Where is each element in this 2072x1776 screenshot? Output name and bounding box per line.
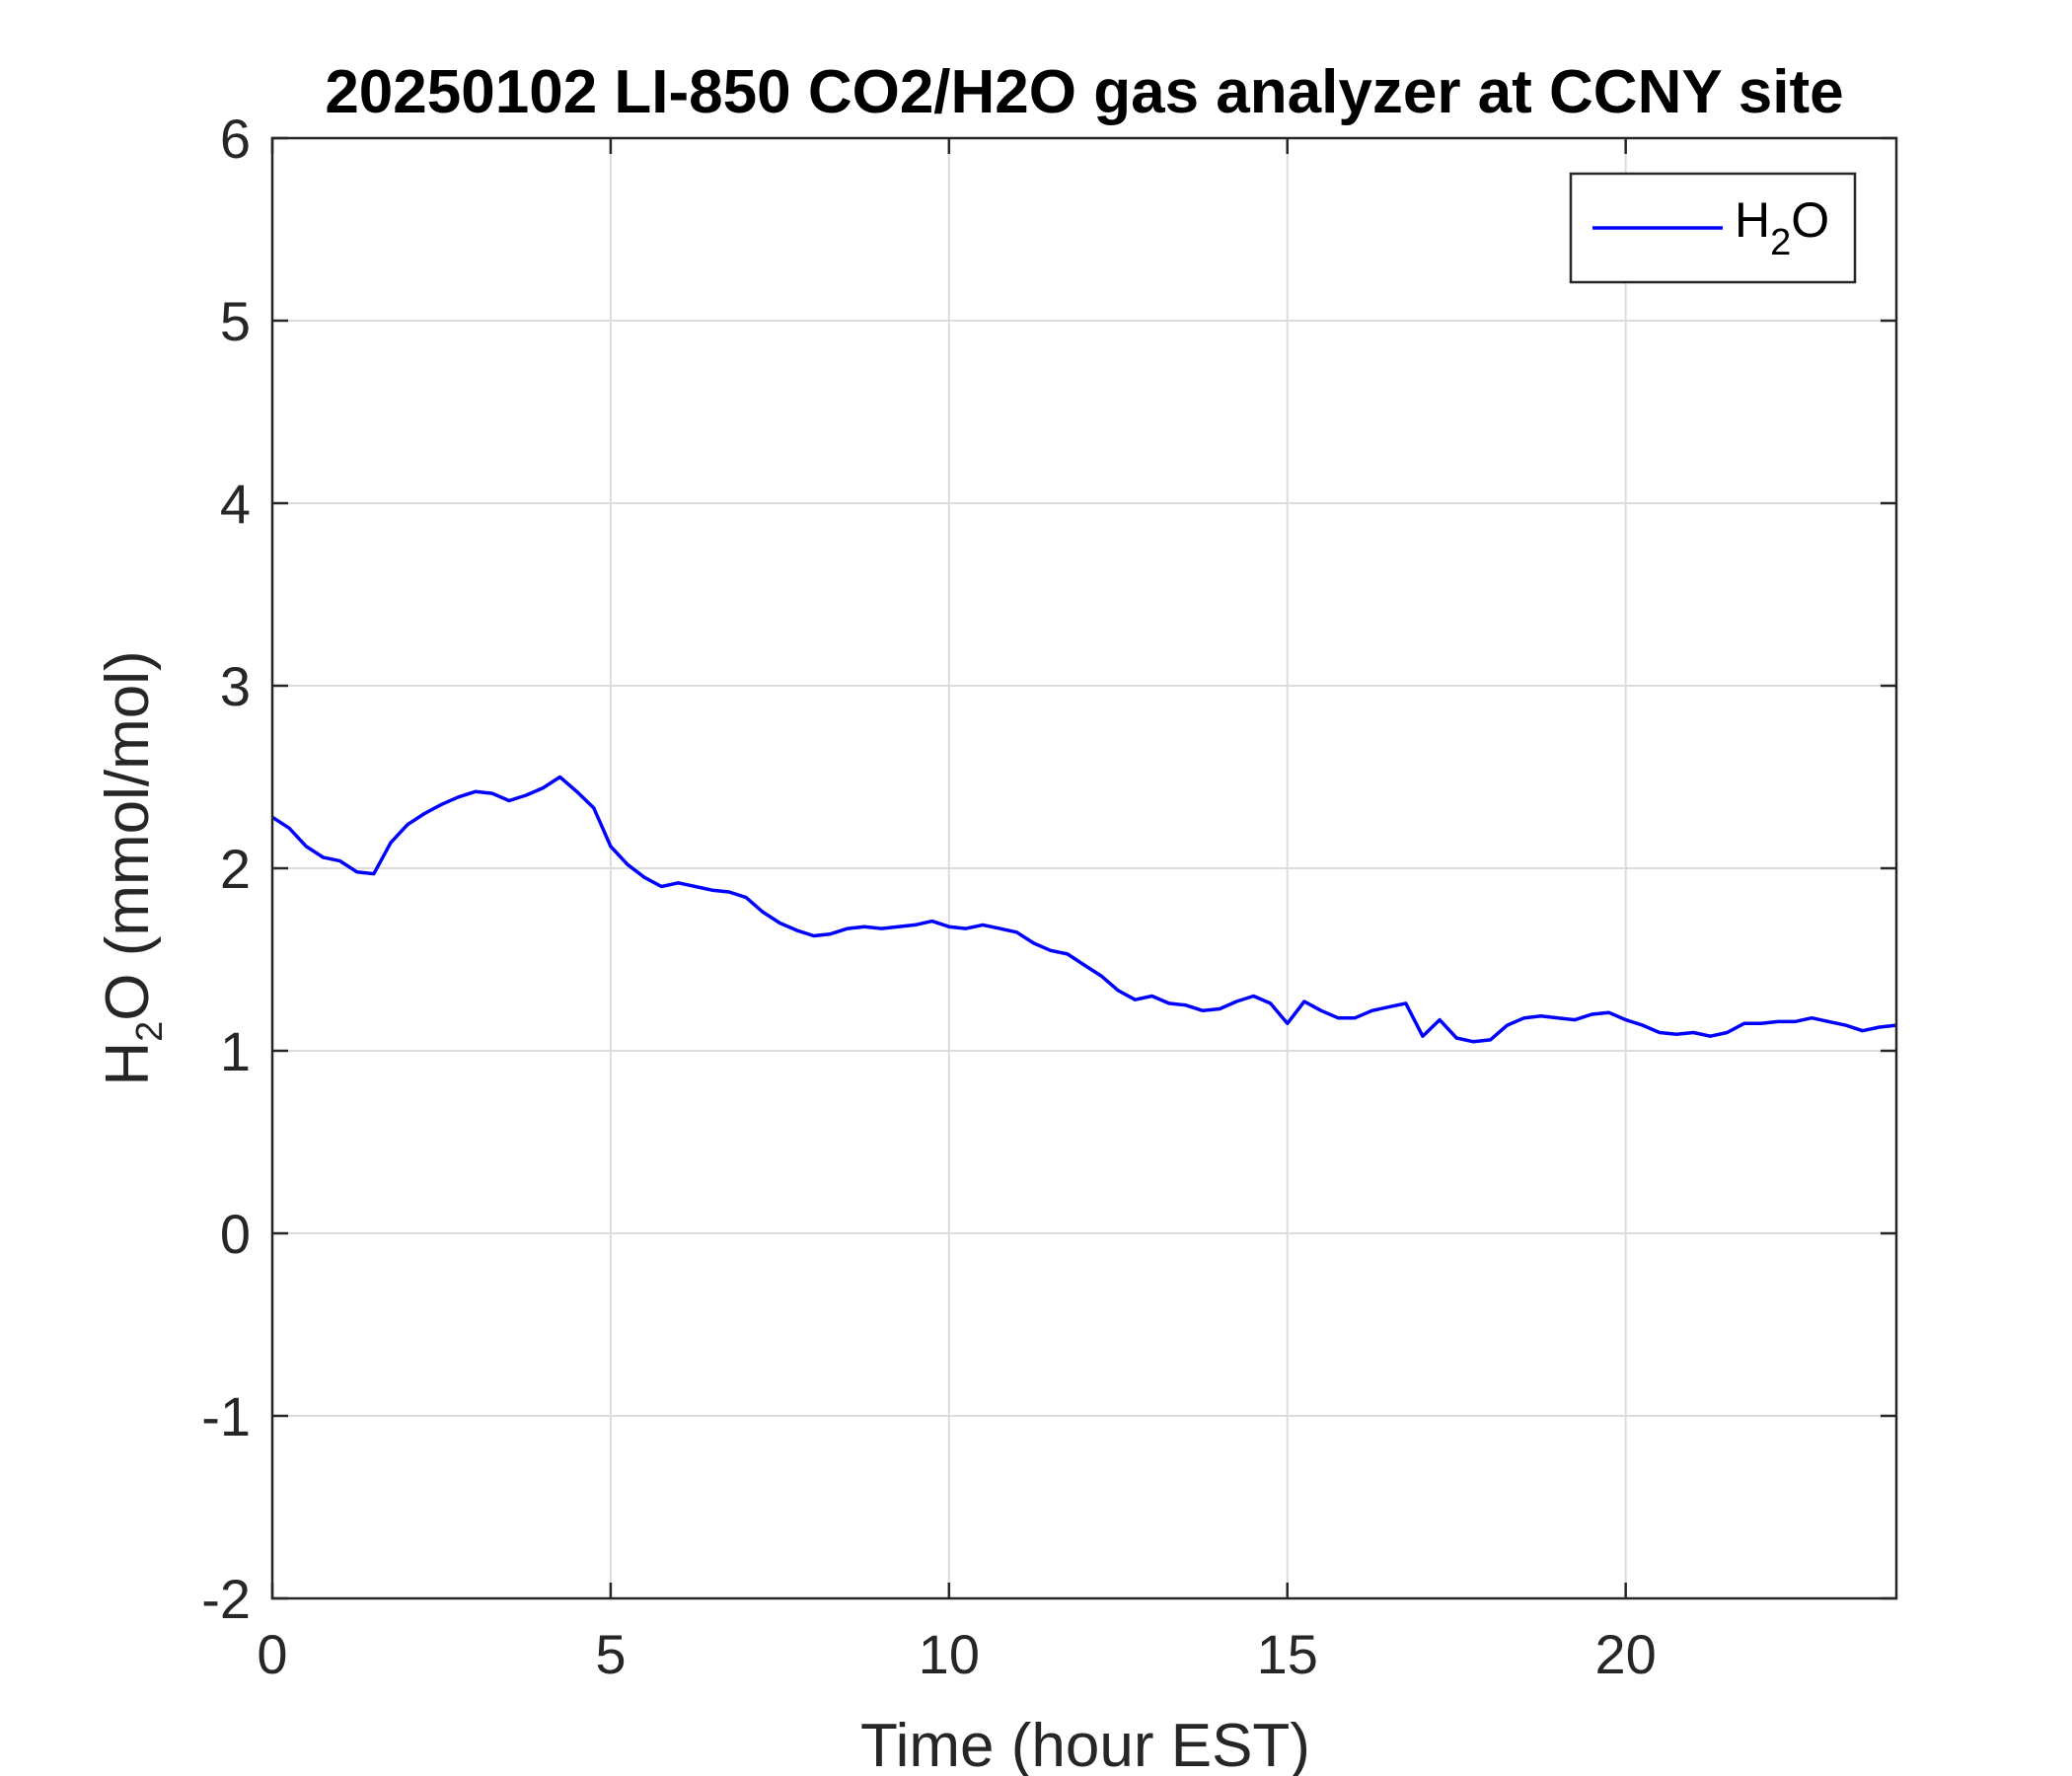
x-axis-label: Time (hour EST) (860, 1712, 1310, 1776)
plot-frame (270, 136, 1898, 1600)
x-tick-label: 20 (1595, 1623, 1657, 1685)
legend: H2O (1569, 172, 1857, 284)
x-tick-label: 15 (1257, 1623, 1318, 1685)
y-tick-label: -1 (201, 1385, 251, 1447)
x-tick-label: 5 (595, 1623, 626, 1685)
y-axis-label: H2O (mmol/mol) (94, 650, 171, 1085)
series-layer (271, 775, 1897, 1044)
series-line-0 (271, 775, 1897, 1044)
x-tick-label: 10 (919, 1623, 980, 1685)
y-tick-label: 2 (220, 838, 251, 900)
y-tick-label: -2 (201, 1568, 251, 1630)
y-tick-label: 6 (220, 108, 251, 170)
x-tick-label: 0 (257, 1623, 287, 1685)
legend-label: H2O (1735, 192, 1829, 263)
y-tick-label: 1 (220, 1020, 251, 1082)
chart-title: 20250102 LI-850 CO2/H2O gas analyzer at … (325, 58, 1843, 126)
y-tick-label: 3 (220, 655, 251, 717)
grid (271, 137, 1896, 1599)
y-tick-label: 5 (220, 290, 251, 352)
axis-ticks: 0 5 10 15 20 -2 -1 0 1 2 3 4 5 6 (201, 108, 1896, 1685)
y-tick-label: 0 (220, 1203, 251, 1265)
y-tick-label: 4 (220, 473, 251, 535)
